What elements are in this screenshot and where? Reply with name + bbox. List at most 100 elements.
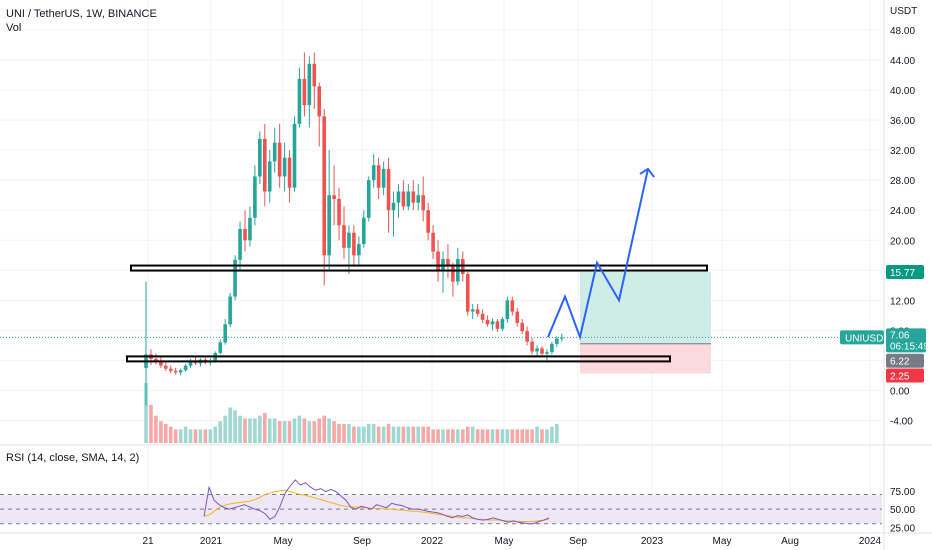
- candle-body: [470, 309, 475, 312]
- candle-body: [164, 365, 168, 369]
- volume-bar: [485, 429, 490, 443]
- volume-bar: [465, 426, 470, 443]
- volume-bar: [243, 418, 247, 443]
- volume-bar: [426, 426, 430, 443]
- candle-body: [352, 232, 356, 256]
- countdown-badge: 06:15:49: [890, 341, 929, 352]
- time-tick-label: May: [713, 536, 732, 547]
- volume-bar: [525, 429, 529, 443]
- volume-bar: [555, 423, 559, 443]
- volume-bar: [228, 407, 232, 443]
- time-tick-label: 2021: [200, 536, 223, 547]
- candle-body: [560, 337, 564, 339]
- volume-bar: [530, 429, 534, 443]
- price-tick-label: 24.00: [890, 206, 915, 217]
- symbol-tag-bg: [840, 330, 884, 345]
- volume-bar: [510, 429, 515, 443]
- time-tick-label: Aug: [781, 536, 799, 547]
- candle-body: [243, 229, 247, 241]
- candle-body: [267, 161, 272, 192]
- candle-body: [381, 168, 386, 188]
- volume-bar: [436, 429, 440, 443]
- level-boxes: [126, 264, 708, 363]
- stop-zone: [580, 343, 711, 374]
- candle-body: [238, 229, 242, 260]
- candle-body: [490, 321, 495, 325]
- candle-body: [233, 259, 237, 297]
- candle-body: [480, 313, 485, 320]
- price-tick-label: 0.00: [890, 386, 910, 397]
- volume-bar: [203, 429, 208, 443]
- candle-body: [357, 244, 361, 256]
- volume-bar: [223, 415, 227, 443]
- candle-body: [485, 319, 490, 325]
- candle-body: [183, 365, 188, 371]
- candle-body: [555, 338, 559, 344]
- candle-body: [505, 300, 510, 320]
- volume-bars: [144, 383, 559, 443]
- candle-body: [317, 86, 322, 117]
- candle-body: [451, 266, 455, 282]
- candle-body: [302, 78, 307, 106]
- last-price-badge-bg: [886, 328, 926, 353]
- time-tick-label: 21: [142, 536, 154, 547]
- candle-body: [342, 225, 346, 248]
- volume-bar: [258, 415, 262, 443]
- volume-bar: [297, 415, 302, 443]
- volume-bar: [188, 429, 193, 443]
- candle-body: [258, 138, 262, 177]
- volume-bar: [451, 429, 455, 443]
- last-price-badge: 7.06: [890, 330, 910, 341]
- candle-body: [173, 370, 178, 373]
- candle-body: [218, 342, 223, 353]
- candle-body: [287, 157, 292, 188]
- time-tick-label: Sep: [353, 536, 371, 547]
- volume-bar: [337, 423, 341, 443]
- volume-bar: [386, 423, 391, 443]
- volume-bar: [535, 426, 539, 443]
- candle-body: [228, 296, 232, 325]
- candle-body: [530, 341, 534, 352]
- volume-bar: [193, 429, 198, 443]
- volume-bar: [470, 426, 475, 443]
- volume-bar: [545, 429, 549, 443]
- volume-bar: [198, 429, 203, 443]
- candle-body: [436, 251, 440, 271]
- candle-body: [263, 138, 267, 192]
- price-tick-label: 12.00: [890, 296, 915, 307]
- volume-bar: [173, 429, 178, 443]
- volume-bar: [515, 429, 520, 443]
- target-zone: [580, 272, 711, 344]
- candle-body: [386, 168, 391, 211]
- volume-bar: [421, 426, 425, 443]
- rsi-sma-line: [203, 489, 550, 523]
- candle-body: [426, 210, 430, 233]
- volume-bar: [401, 426, 406, 443]
- volume-bar: [159, 421, 163, 443]
- volume-bar: [287, 421, 292, 443]
- symbol-title: UNI / TetherUS, 1W, BINANCE: [6, 8, 157, 20]
- volume-bar: [441, 429, 445, 443]
- candle-body: [362, 217, 366, 245]
- volume-bar: [168, 426, 173, 443]
- candle-body: [500, 319, 505, 329]
- rsi-legend-label: RSI (14, close, SMA, 14, 2): [6, 452, 140, 464]
- projection-arrowhead: [639, 167, 655, 178]
- candle-body: [396, 191, 401, 203]
- candle-body: [332, 195, 336, 199]
- volume-bar: [357, 426, 361, 443]
- time-tick-label: Sep: [569, 536, 587, 547]
- candle-body: [371, 165, 376, 181]
- volume-bar: [277, 421, 282, 443]
- volume-bar: [317, 418, 322, 443]
- candle-body: [282, 157, 287, 177]
- position-zones: [0, 272, 882, 374]
- volume-bar: [381, 426, 386, 443]
- volume-bar: [164, 423, 168, 443]
- candle-body: [550, 343, 554, 353]
- volume-bar: [342, 423, 346, 443]
- candle-body: [411, 191, 416, 203]
- volume-bar: [218, 421, 223, 443]
